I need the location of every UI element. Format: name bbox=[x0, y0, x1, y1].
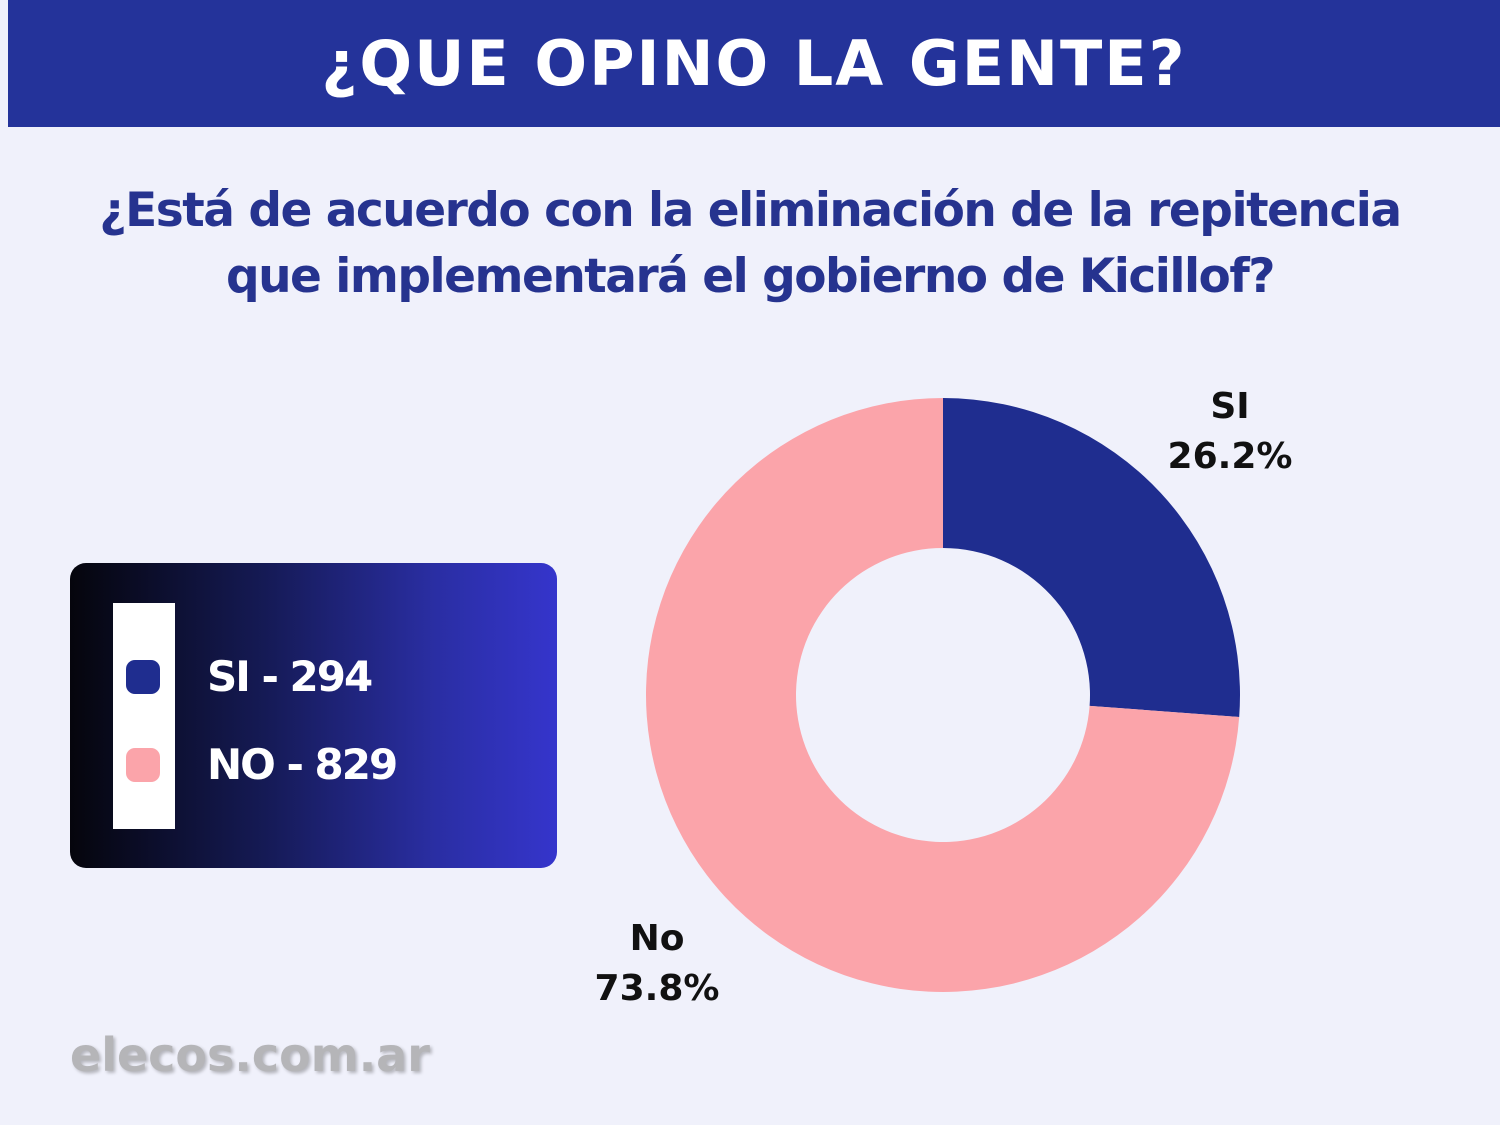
poll-question: ¿Está de acuerdo con la eliminación de l… bbox=[20, 178, 1480, 310]
poll-question-line-1: ¿Está de acuerdo con la eliminación de l… bbox=[99, 183, 1402, 238]
header-banner: ¿QUE OPINO LA GENTE? bbox=[8, 0, 1500, 127]
poll-question-line-2: que implementará el gobierno de Kicillof… bbox=[225, 249, 1276, 304]
legend-swatch-no bbox=[126, 747, 160, 782]
slice-label-si: SI bbox=[1210, 386, 1249, 427]
legend-item-si: SI - 294 bbox=[126, 652, 373, 701]
legend-item-no: NO - 829 bbox=[126, 740, 398, 789]
legend-label-no: NO - 829 bbox=[207, 740, 398, 789]
slice-percent-no: 73.8% bbox=[595, 968, 720, 1009]
slice-label-no: No bbox=[630, 918, 685, 959]
donut-slice-no bbox=[645, 398, 1240, 992]
header-title: ¿QUE OPINO LA GENTE? bbox=[321, 27, 1187, 100]
legend-box: SI - 294 NO - 829 bbox=[70, 563, 557, 868]
watermark: elecos.com.ar bbox=[70, 1028, 430, 1082]
legend-swatch-si bbox=[126, 659, 160, 694]
legend-label-si: SI - 294 bbox=[207, 652, 373, 701]
donut-slice-si bbox=[943, 398, 1240, 717]
legend-strip bbox=[113, 603, 175, 829]
slice-percent-si: 26.2% bbox=[1168, 436, 1293, 477]
